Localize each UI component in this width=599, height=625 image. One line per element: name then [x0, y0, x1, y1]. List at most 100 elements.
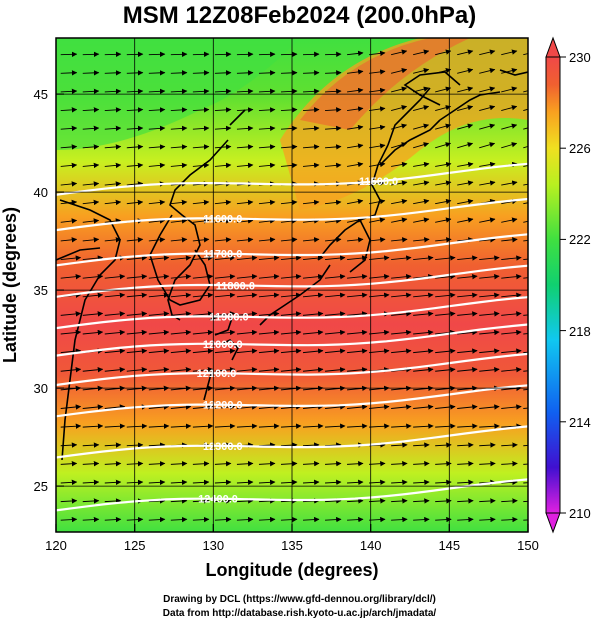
wind-arrow: [280, 311, 302, 317]
wind-arrow: [369, 161, 386, 168]
wind-arrow: [258, 70, 276, 76]
data-source-line: Data from http://database.rish.kyoto-u.a…: [162, 608, 437, 619]
wind-arrow: [170, 479, 188, 486]
wind-arrow: [479, 86, 496, 93]
wind-arrow: [280, 292, 302, 298]
wind-arrow: [435, 86, 452, 93]
wind-arrow: [369, 87, 386, 94]
wind-arrow: [479, 105, 496, 111]
wind-arrow: [369, 516, 386, 523]
wind-arrow: [457, 255, 478, 261]
wind-arrow: [325, 88, 342, 95]
wind-arrow: [302, 423, 324, 429]
wind-arrow: [148, 423, 170, 429]
wind-arrow: [413, 123, 430, 130]
wind-arrow: [148, 498, 166, 504]
wind-arrow: [457, 86, 474, 93]
wind-arrow: [170, 292, 192, 298]
wind-arrow: [104, 107, 122, 113]
wind-arrow: [192, 404, 214, 410]
wind-arrow: [501, 329, 522, 336]
wind-arrow: [280, 273, 302, 280]
wind-arrow: [391, 86, 408, 93]
wind-arrow: [413, 442, 430, 448]
wind-arrow: [104, 329, 126, 336]
wind-arrow: [60, 255, 82, 261]
colorbar-tick-label: 226: [569, 141, 591, 156]
wind-arrow: [192, 51, 210, 57]
wind-arrow: [391, 49, 408, 56]
wind-arrow: [302, 88, 320, 95]
wind-arrow: [104, 162, 122, 169]
wind-arrow: [214, 273, 236, 280]
wind-arrow: [523, 145, 528, 149]
wind-arrow: [104, 367, 126, 373]
wind-arrow: [236, 404, 258, 410]
wind-arrow: [302, 144, 320, 150]
wind-arrow: [347, 292, 368, 298]
wind-arrow: [523, 351, 528, 354]
wind-arrow: [258, 404, 280, 410]
wind-arrow: [391, 67, 408, 74]
wind-arrow: [214, 107, 232, 113]
wind-arrow: [457, 180, 474, 186]
wind-arrow: [435, 516, 452, 523]
wind-arrow: [82, 181, 100, 187]
wind-arrow: [258, 292, 280, 298]
wind-arrow: [501, 404, 522, 410]
wind-arrow: [302, 273, 324, 280]
wind-arrow: [82, 255, 104, 261]
wind-arrow: [347, 479, 364, 486]
wind-arrow: [457, 329, 478, 336]
wind-arrow: [501, 461, 518, 467]
wind-arrow: [258, 125, 276, 132]
wind-arrow: [435, 105, 452, 111]
wind-arrow: [148, 404, 170, 410]
wind-arrow: [104, 273, 126, 280]
wind-arrow: [523, 388, 528, 391]
wind-arrow: [325, 442, 342, 448]
wind-arrow: [148, 348, 170, 354]
wind-arrow: [236, 218, 254, 224]
wind-arrow: [170, 218, 188, 224]
wind-arrow: [192, 88, 210, 95]
wind-arrow: [258, 107, 276, 113]
wind-arrow: [214, 423, 236, 429]
wind-arrow: [523, 108, 528, 111]
wind-arrow: [82, 516, 100, 523]
wind-arrow: [435, 255, 456, 261]
wind-arrow: [214, 162, 232, 169]
wind-arrow: [523, 277, 528, 279]
wind-arrow: [413, 86, 430, 93]
wind-arrow: [347, 87, 364, 94]
wind-arrow: [192, 461, 210, 467]
wind-arrow: [324, 348, 346, 354]
grid-lines: [56, 38, 528, 532]
wind-arrow: [280, 125, 298, 132]
wind-arrow: [435, 198, 452, 205]
y-axis-title: Latitude (degrees): [0, 207, 20, 363]
wind-arrow: [369, 198, 386, 205]
wind-arrow: [325, 51, 342, 57]
wind-arrow: [214, 51, 232, 57]
wind-arrow: [170, 329, 192, 336]
wind-arrow: [435, 311, 456, 317]
wind-arrow: [369, 217, 386, 223]
wind-arrow: [258, 218, 276, 224]
wind-arrow: [413, 237, 430, 243]
wind-arrow: [192, 292, 214, 298]
wind-arrow: [523, 500, 528, 503]
wind-arrow: [104, 479, 122, 486]
wind-arrow: [523, 165, 528, 167]
wind-arrow: [501, 255, 522, 261]
wind-arrow: [435, 67, 452, 74]
wind-arrow: [479, 180, 496, 186]
wind-arrow: [236, 479, 254, 486]
wind-arrow: [82, 461, 100, 467]
wind-arrow: [479, 161, 496, 168]
wind-arrow: [435, 442, 452, 448]
wind-arrow: [457, 367, 478, 373]
wind-arrow: [324, 237, 342, 243]
wind-arrow: [347, 237, 364, 243]
wind-arrow: [60, 162, 78, 169]
